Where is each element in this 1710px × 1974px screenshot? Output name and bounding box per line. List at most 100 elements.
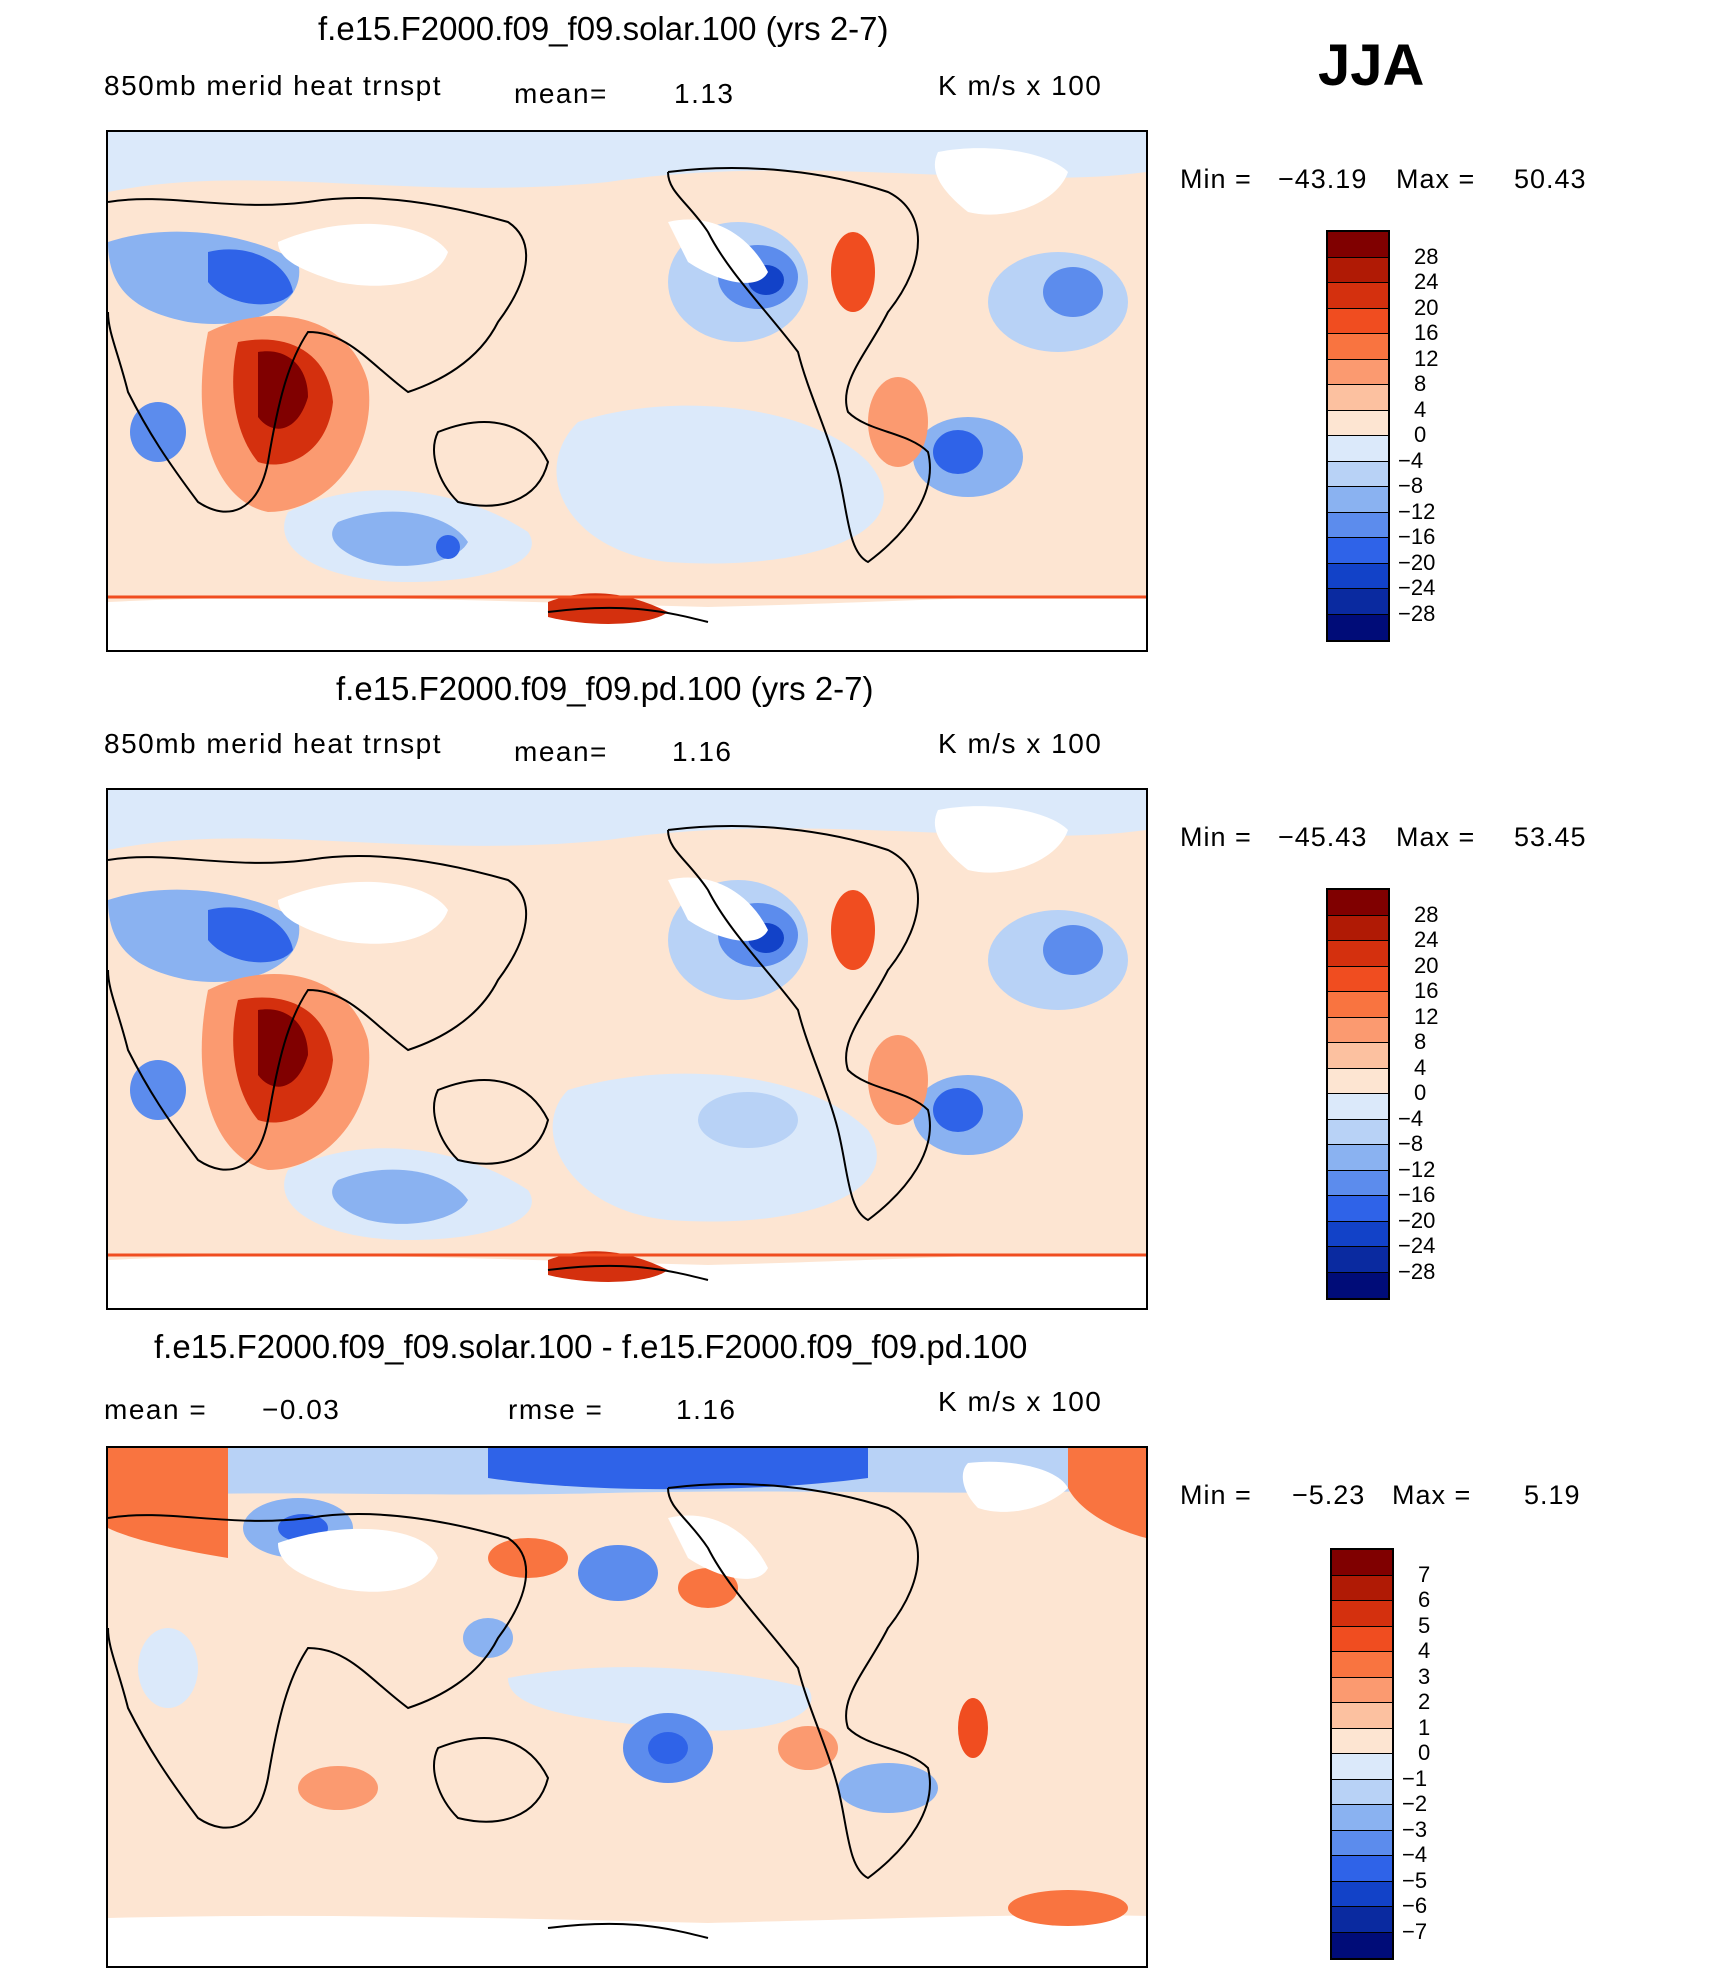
colorbar-swatch (1332, 1830, 1392, 1856)
colorbar-tick-label: −8 (1398, 473, 1424, 498)
panel-3-field-svg (108, 1448, 1146, 1966)
colorbar-swatch (1328, 308, 1388, 334)
rockies-missing (668, 1515, 768, 1579)
colorbar-swatch (1332, 1779, 1392, 1805)
north-atlantic-core (1043, 925, 1103, 975)
mediterranean-core (208, 249, 293, 305)
colorbar-tick-label: 12 (1414, 1003, 1439, 1029)
colorbar-swatch (1328, 359, 1388, 385)
colorbar-swatch (1328, 1247, 1388, 1273)
panel-3-title: f.e15.F2000.f09_f09.solar.100 - f.e15.F2… (154, 1328, 1028, 1365)
colorbar-swatch (1328, 257, 1388, 283)
coastlines (108, 825, 931, 1281)
south-indian-blue-core (332, 511, 468, 566)
colorbar-swatch (1328, 385, 1388, 411)
south-pacific-red (778, 1726, 838, 1770)
panel-1-max-value: 50.43 (1514, 164, 1587, 194)
south-pacific-blue (556, 405, 884, 564)
colorbar-2 (1326, 888, 1390, 1300)
colorbar-tick-label: 3 (1418, 1663, 1431, 1689)
colorbar-swatch (1328, 1043, 1388, 1069)
panel-1-field-svg (108, 132, 1146, 650)
colorbar-swatch (1328, 538, 1388, 564)
panel-2-field-svg (108, 790, 1146, 1308)
colorbar-tick-label: 0 (1414, 422, 1427, 447)
n-pacific-red (678, 1568, 738, 1608)
colorbar-swatch (1328, 1170, 1388, 1196)
andes-red (868, 377, 928, 467)
colorbar-tick-label: 7 (1418, 1561, 1431, 1587)
australia-coast (433, 421, 550, 507)
colorbar-swatch (1328, 1068, 1388, 1094)
colorbar-swatch (1332, 1652, 1392, 1678)
colorbar-1 (1326, 230, 1390, 642)
panel-3-rmse-value: 1.16 (676, 1394, 737, 1425)
colorbar-tick-label: −6 (1402, 1893, 1428, 1918)
south-pacific-mid (698, 1092, 798, 1148)
colorbar-swatch (1328, 283, 1388, 309)
colorbar-tick-label: −4 (1398, 447, 1424, 473)
colorbar-swatch (1332, 1728, 1392, 1754)
colorbar-tick-label: 5 (1418, 1612, 1431, 1638)
indian-ocean-red (298, 1766, 378, 1810)
colorbar-swatch (1328, 436, 1388, 462)
tropical-pacific-blue (508, 1667, 812, 1731)
colorbar-tick-label: −12 (1398, 1156, 1436, 1182)
colorbar-tick-label: −4 (1398, 1105, 1424, 1131)
panel-2-units: K m/s x 100 (938, 728, 1103, 759)
south-pacific-core (648, 1732, 688, 1764)
americas-coast (667, 167, 931, 564)
panel-2-min-value: −45.43 (1278, 822, 1368, 852)
colorbar-tick-label: 8 (1414, 371, 1427, 396)
colorbar-swatch (1332, 1601, 1392, 1627)
panel-1-title: f.e15.F2000.f09_f09.solar.100 (yrs 2-7) (318, 10, 889, 47)
colorbar-swatch (1332, 1805, 1392, 1831)
colorbar-tick-label: 4 (1414, 396, 1427, 422)
americas-coast (667, 1483, 931, 1880)
greenland-missing (962, 1461, 1068, 1512)
colorbar-swatch (1328, 1017, 1388, 1043)
colorbar-swatch (1328, 890, 1388, 916)
colorbar-swatch (1332, 1856, 1392, 1882)
eurasia-africa-coast (108, 855, 528, 1171)
colorbar-tick-label: −1 (1402, 1765, 1428, 1791)
colorbar-swatch (1332, 1754, 1392, 1780)
colorbar-swatch (1328, 1221, 1388, 1247)
colorbar-tick-label: 16 (1414, 978, 1439, 1003)
panel-3-map (106, 1446, 1148, 1968)
colorbar-swatch (1332, 1575, 1392, 1601)
colorbar-tick-label: −28 (1398, 1258, 1436, 1284)
south-indian-core (436, 535, 460, 559)
southern-africa-blue (130, 1060, 186, 1120)
colorbar-tick-label: 4 (1414, 1054, 1427, 1080)
colorbar-tick-label: 12 (1414, 345, 1439, 371)
americas-coast (667, 825, 931, 1222)
colorbar-swatch (1328, 992, 1388, 1018)
colorbar-tick-label: 8 (1414, 1029, 1427, 1054)
colorbar-tick-label: −4 (1402, 1842, 1428, 1867)
panel-3-max-value: 5.19 (1524, 1480, 1581, 1510)
panel-3-rmse-label: rmse = (508, 1394, 604, 1425)
panel-1-mean-value: 1.13 (674, 78, 735, 109)
colorbar-tick-label: −8 (1398, 1131, 1424, 1156)
colorbar-swatch (1328, 1196, 1388, 1222)
antarctic-coast (547, 1922, 709, 1939)
south-pacific-blue (552, 1073, 877, 1222)
colorbar-tick-label: −7 (1402, 1918, 1428, 1944)
panel-2-max-label: Max = (1396, 822, 1476, 852)
colorbar-tick-label: −20 (1398, 549, 1436, 575)
colorbar-swatch (1332, 1550, 1392, 1576)
colorbar-swatch (1328, 563, 1388, 589)
colorbar-tick-label: −12 (1398, 498, 1436, 524)
colorbar-swatch (1328, 334, 1388, 360)
colorbar-tick-label: −16 (1398, 524, 1436, 549)
eurasia-africa-coast (108, 1513, 528, 1829)
coastlines (108, 1483, 931, 1939)
panel-1-max-label: Max = (1396, 164, 1476, 194)
colorbar-swatch (1328, 614, 1388, 640)
colorbar-tick-label: −28 (1398, 600, 1436, 626)
colorbar-tick-label: 2 (1418, 1689, 1431, 1714)
colorbar-tick-label: 28 (1414, 901, 1439, 927)
south-america-core (933, 430, 983, 474)
colorbar-tick-label: 1 (1418, 1714, 1431, 1740)
